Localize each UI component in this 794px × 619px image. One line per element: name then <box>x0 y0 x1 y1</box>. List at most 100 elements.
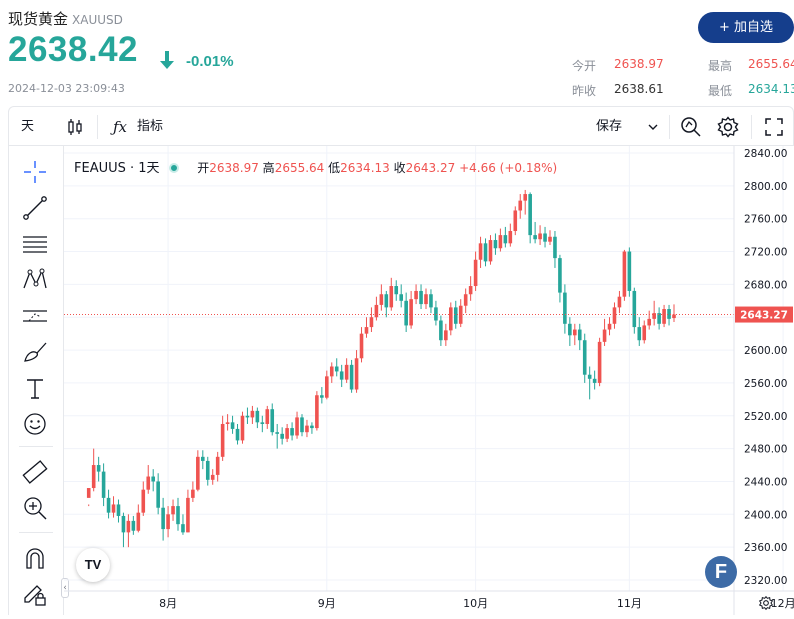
candle-body <box>245 415 250 418</box>
candle-style-icon[interactable] <box>65 117 85 137</box>
quick-search-icon[interactable] <box>679 115 703 139</box>
candle-body <box>151 476 155 482</box>
collapse-sidebar-button[interactable]: ‹ <box>61 578 69 598</box>
candle-body <box>315 395 319 429</box>
candle-body <box>429 294 433 308</box>
candle-body <box>305 425 309 433</box>
legend-series-name: FEAUUS · 1天 <box>74 161 160 176</box>
emoji-icon[interactable] <box>21 410 49 438</box>
candle-body <box>126 520 131 533</box>
candle-body <box>265 409 270 424</box>
candle-body <box>329 366 334 377</box>
candle-body <box>444 330 448 341</box>
quote-timestamp: 2024-12-03 23:09:43 <box>8 82 125 95</box>
candle-body <box>488 240 493 262</box>
interval-button[interactable]: 天 <box>21 119 35 134</box>
candle-body <box>191 489 195 498</box>
candle-body <box>523 194 527 201</box>
crosshair-icon[interactable] <box>21 158 49 186</box>
candle-body <box>399 294 403 301</box>
tradingview-logo[interactable]: TV <box>76 548 110 582</box>
down-arrow-icon <box>160 51 174 69</box>
legend-open: 2638.97 <box>209 161 259 175</box>
price-tick-label: 2840.00 <box>744 148 787 160</box>
month-tick-label: 11月 <box>617 597 642 610</box>
legend-high: 2655.64 <box>274 161 325 175</box>
save-button[interactable]: 保存 <box>596 119 623 134</box>
candle-body <box>270 409 275 433</box>
trend-line-icon[interactable] <box>21 194 49 222</box>
high-value: 2655.64 <box>748 57 794 71</box>
magnet-icon[interactable] <box>21 544 49 572</box>
candle-body <box>409 299 413 326</box>
candle-body <box>196 456 200 490</box>
candle-body <box>96 465 101 472</box>
candle-body <box>607 323 612 330</box>
indicators-button[interactable]: 指标 <box>137 119 164 134</box>
candle-body <box>404 300 408 326</box>
low-label: 最低 <box>708 84 733 98</box>
candle-body <box>563 292 567 324</box>
candle-body <box>171 506 175 515</box>
candle-body <box>424 294 428 305</box>
axis-settings-gear-icon[interactable] <box>758 595 774 611</box>
chart-legend: FEAUUS · 1天 开2638.97 高2655.64 低2634.13 收… <box>74 157 557 176</box>
add-watchlist-button[interactable]: + 加自选 <box>698 12 794 43</box>
quote-header: 现货黄金 XAUUSD 2638.42 -0.01% 2024-12-03 23:… <box>0 0 794 100</box>
legend-high-label: 高 <box>262 161 275 175</box>
candle-body <box>389 286 394 308</box>
candle-body <box>597 341 602 383</box>
candle-body <box>230 422 235 429</box>
open-value: 2638.97 <box>614 57 664 71</box>
fib-icon[interactable] <box>21 230 49 258</box>
candle-body <box>320 395 324 398</box>
price-tick-label: 2720.00 <box>744 247 787 259</box>
candle-body <box>295 417 299 436</box>
candle-body <box>453 307 458 324</box>
text-icon[interactable] <box>21 374 49 402</box>
last-price-tag <box>735 306 793 323</box>
candle-body <box>121 515 126 533</box>
sidebar-divider <box>19 532 53 533</box>
lock-pencil-icon[interactable] <box>21 580 49 608</box>
candle-body <box>434 307 438 321</box>
month-tick-label: 12月 <box>771 597 794 610</box>
candle-body <box>632 290 637 328</box>
candle-body <box>354 358 359 390</box>
price-tick-label: 2680.00 <box>744 279 787 291</box>
pattern-icon[interactable] <box>21 266 49 294</box>
candle-body <box>364 327 369 334</box>
price-tick-label: 2480.00 <box>744 444 787 456</box>
brush-icon[interactable] <box>21 338 49 366</box>
ruler-icon[interactable] <box>21 458 49 486</box>
candle-body <box>91 465 96 489</box>
candle-body <box>577 329 582 341</box>
chart-grid <box>64 146 784 591</box>
legend-close-label: 收 <box>393 161 406 175</box>
fullscreen-icon[interactable] <box>764 117 784 137</box>
candle-body <box>414 290 418 300</box>
candle-body <box>463 294 468 306</box>
candle-body <box>662 309 666 324</box>
legend-low: 2634.13 <box>340 161 390 175</box>
price-tick-label: 2360.00 <box>744 542 787 554</box>
candle-body <box>439 320 443 341</box>
price-tick-label: 2520.00 <box>744 411 787 423</box>
candle-body <box>275 432 279 434</box>
gear-icon[interactable] <box>716 115 740 139</box>
candle-body <box>280 433 284 439</box>
candle-body <box>503 235 508 244</box>
indicator-fx-icon[interactable]: ƒx <box>113 118 128 136</box>
candle-body <box>592 378 597 383</box>
zoom-icon[interactable] <box>21 494 49 522</box>
candle-body <box>161 507 165 530</box>
price-tick-label: 2320.00 <box>744 575 787 587</box>
price-chart[interactable]: 2840.002800.002760.002720.002680.002640.… <box>64 146 794 615</box>
candle-body <box>359 333 364 359</box>
candle-body <box>131 520 136 531</box>
candle-body <box>617 296 622 308</box>
candle-body <box>672 314 676 319</box>
forecast-icon[interactable] <box>21 302 49 330</box>
candlestick-chart[interactable]: 2840.002800.002760.002720.002680.002640.… <box>64 146 794 615</box>
chevron-down-icon[interactable] <box>647 121 659 133</box>
